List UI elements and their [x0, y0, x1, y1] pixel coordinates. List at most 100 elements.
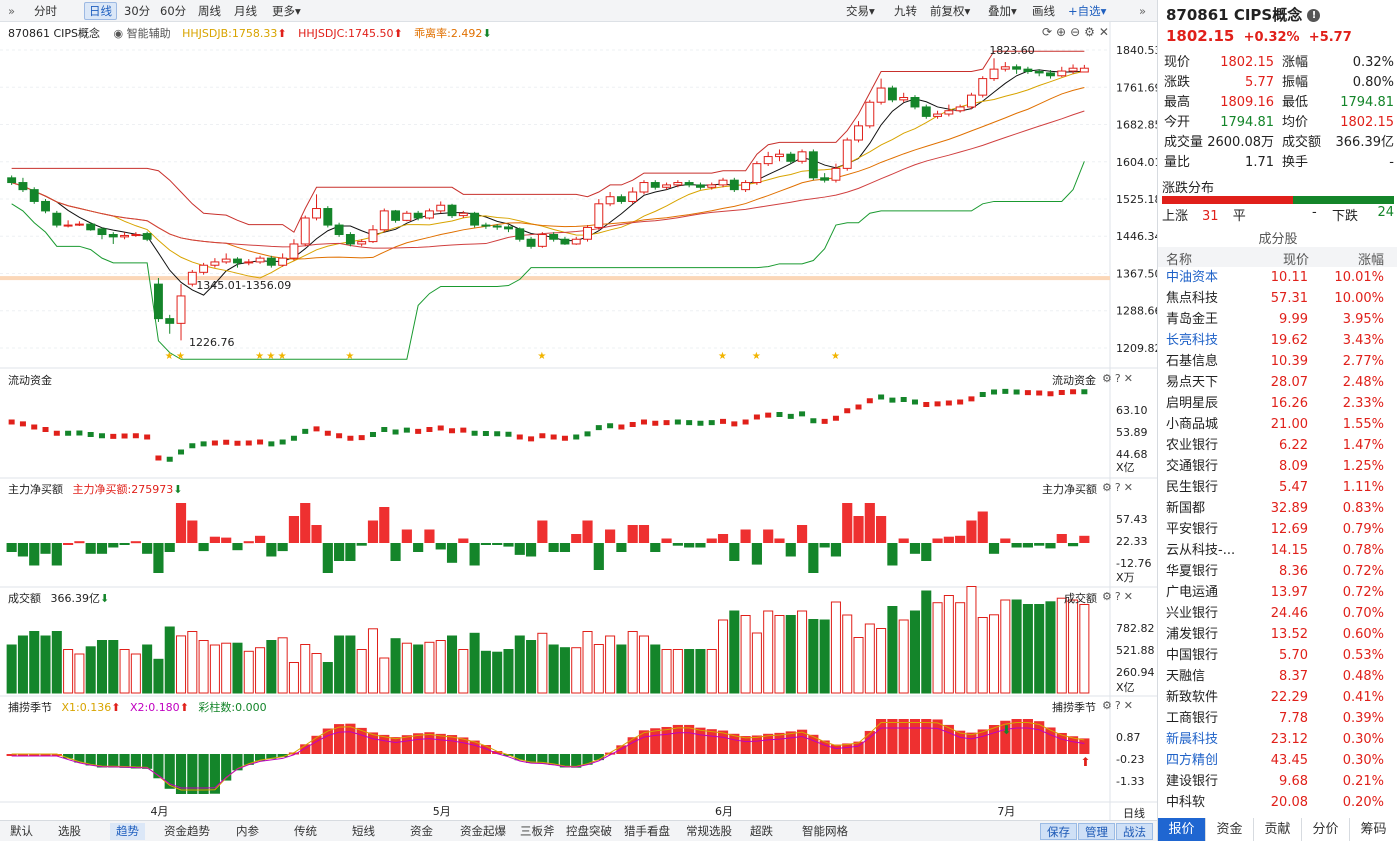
tab-30min[interactable]: 30分	[124, 4, 151, 18]
flow-panel-controls[interactable]: ⚙?✕	[1102, 372, 1136, 385]
constituent-row[interactable]: 广电运通 13.97 0.72%	[1166, 585, 1384, 600]
volume-bar	[311, 653, 322, 694]
strategy-tab[interactable]: 趋势	[110, 823, 145, 840]
adjust-menu[interactable]: 前复权▾	[930, 4, 971, 18]
candle-body	[537, 234, 547, 247]
strategy-tab[interactable]: 选股	[58, 824, 81, 838]
season-bar	[785, 731, 796, 754]
candle-body	[470, 212, 480, 226]
draw-line-button[interactable]: 画线	[1032, 4, 1055, 18]
season-bar	[1034, 721, 1045, 754]
quote-tab[interactable]: 贡献	[1254, 818, 1302, 841]
quote-tab[interactable]: 分价	[1302, 818, 1350, 841]
net-buy-bar	[525, 543, 537, 557]
tab-monthly[interactable]: 月线	[234, 4, 257, 18]
assist-toggle[interactable]: ◉ 智能辅助	[113, 27, 171, 40]
bottom-action-button[interactable]: 战法	[1116, 823, 1153, 840]
constituent-row[interactable]: 交通银行 8.09 1.25%	[1166, 459, 1384, 474]
season-bar	[401, 735, 412, 754]
constituent-row[interactable]: 青岛金王 9.99 3.95%	[1166, 312, 1384, 327]
volume-bar	[785, 615, 796, 694]
candle-body	[221, 258, 231, 263]
constituent-row[interactable]: 小商品城 21.00 1.55%	[1166, 417, 1384, 432]
strategy-tab[interactable]: 默认	[10, 824, 33, 838]
constituent-row[interactable]: 易点天下 28.07 2.48%	[1166, 375, 1384, 390]
constituent-row[interactable]: 石基信息 10.39 2.77%	[1166, 354, 1384, 369]
constituent-row[interactable]: 新致软件 22.29 0.41%	[1166, 690, 1384, 705]
kline-chart[interactable]: 1840.53 1761.69 1682.85 1604.01 1525.18 1446.…	[0, 22, 1157, 820]
strategy-tab[interactable]: 资金起爆	[460, 824, 506, 838]
season-bar	[740, 736, 751, 754]
add-watchlist-button[interactable]: +自选▾	[1068, 4, 1107, 18]
strategy-tab[interactable]: 内参	[236, 824, 259, 838]
constituent-row[interactable]: 工商银行 7.78 0.39%	[1166, 711, 1384, 726]
expand-icon[interactable]: »	[1139, 4, 1147, 18]
candle-body	[402, 212, 412, 221]
vol-panel-controls[interactable]: ⚙?✕	[1102, 590, 1136, 603]
constituent-row[interactable]: 四方精创 43.45 0.30%	[1166, 753, 1384, 768]
strategy-tab[interactable]: 控盘突破	[566, 824, 612, 838]
bottom-action-button[interactable]: 管理	[1078, 823, 1115, 840]
constituent-row[interactable]: 平安银行 12.69 0.79%	[1166, 522, 1384, 537]
constituent-row[interactable]: 新国都 32.89 0.83%	[1166, 501, 1384, 516]
constituent-row[interactable]: 中油资本 10.11 10.01%	[1166, 270, 1384, 285]
strategy-tab[interactable]: 智能网格	[802, 824, 848, 838]
flow-mark	[787, 413, 794, 419]
quote-tab[interactable]: 资金	[1206, 818, 1254, 841]
strategy-tab[interactable]: 超跌	[750, 824, 773, 838]
strategy-tab[interactable]: 传统	[294, 824, 317, 838]
overlay-menu[interactable]: 叠加▾	[988, 4, 1017, 18]
constituent-row[interactable]: 新晨科技 23.12 0.30%	[1166, 732, 1384, 747]
quote-tab[interactable]: 筹码	[1350, 818, 1397, 841]
constituent-row[interactable]: 启明星辰 16.26 2.33%	[1166, 396, 1384, 411]
candle-body	[921, 106, 931, 117]
constituent-row[interactable]: 浦发银行 13.52 0.60%	[1166, 627, 1384, 642]
constituent-row[interactable]: 兴业银行 24.46 0.70%	[1166, 606, 1384, 621]
strategy-tab[interactable]: 资金趋势	[164, 824, 210, 838]
constituent-row[interactable]: 华夏银行 8.36 0.72%	[1166, 564, 1384, 579]
quote-row: 最高 1809.16 最低 1794.81	[1164, 95, 1394, 110]
season-tick: -1.33	[1116, 775, 1144, 788]
net-buy-bar	[266, 543, 277, 557]
collapse-icon[interactable]: »	[8, 4, 16, 18]
strategy-tab[interactable]: 三板斧	[520, 824, 555, 838]
season-panel-controls[interactable]: ⚙?✕	[1102, 699, 1136, 712]
volume-bar	[63, 649, 74, 694]
constituent-row[interactable]: 长亮科技 19.62 3.43%	[1166, 333, 1384, 348]
jiuzhuan-button[interactable]: 九转	[894, 4, 917, 18]
tab-daily[interactable]: 日线	[84, 2, 117, 20]
constituent-row[interactable]: 民生银行 5.47 1.11%	[1166, 480, 1384, 495]
constituent-row[interactable]: 中国银行 5.70 0.53%	[1166, 648, 1384, 663]
chart-controls[interactable]: ⟳⊕⊖⚙✕	[1042, 25, 1113, 39]
constituent-row[interactable]: 农业银行 6.22 1.47%	[1166, 438, 1384, 453]
tab-intraday[interactable]: 分时	[34, 4, 57, 18]
quote-tab[interactable]: 报价	[1158, 818, 1206, 841]
constituent-row[interactable]: 建设银行 9.68 0.21%	[1166, 774, 1384, 789]
candle-body	[199, 264, 209, 273]
season-bar	[108, 754, 119, 768]
tab-60min[interactable]: 60分	[160, 4, 187, 18]
main-panel-controls[interactable]: ⚙?✕	[1102, 481, 1136, 494]
constituent-row[interactable]: 中科软 20.08 0.20%	[1166, 795, 1384, 810]
strategy-tab[interactable]: 资金	[410, 824, 433, 838]
flow-mark	[358, 435, 365, 441]
flow-mark	[268, 441, 275, 447]
net-buy-bar	[796, 525, 808, 543]
season-bar	[977, 729, 988, 754]
net-buy-bar	[187, 520, 198, 543]
season-bar	[921, 719, 932, 754]
constituent-row[interactable]: 焦点科技 57.31 10.00%	[1166, 291, 1384, 306]
tab-more[interactable]: 更多▾	[272, 4, 301, 18]
season-bar	[1079, 738, 1090, 754]
distribution-title: 涨跌分布	[1162, 181, 1215, 196]
strategy-tab[interactable]: 短线	[352, 824, 375, 838]
strategy-tab[interactable]: 常规选股	[686, 824, 732, 838]
bottom-action-button[interactable]: 保存	[1040, 823, 1077, 840]
constituent-row[interactable]: 天融信 8.37 0.48%	[1166, 669, 1384, 684]
constituent-row[interactable]: 云从科技-... 14.15 0.78%	[1166, 543, 1384, 558]
strategy-tab[interactable]: 猎手看盘	[624, 824, 670, 838]
net-buy-bar	[785, 543, 796, 557]
tab-weekly[interactable]: 周线	[198, 4, 221, 18]
flow-mark	[415, 428, 422, 434]
trade-menu[interactable]: 交易▾	[846, 4, 875, 18]
